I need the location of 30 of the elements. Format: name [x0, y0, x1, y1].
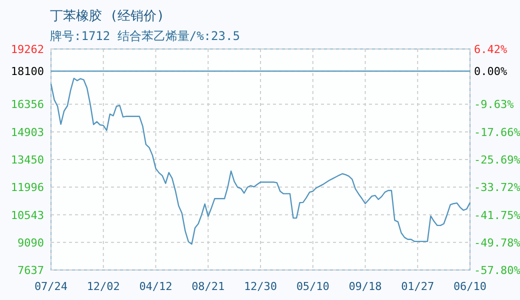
y-tick-label: 7637: [18, 264, 44, 277]
y2-tick-label: -9.63%: [474, 98, 514, 112]
x-tick-label: 04/12: [139, 280, 172, 293]
chart-title: 丁苯橡胶 (经销价): [50, 9, 164, 24]
y2-tick-label: -49.78%: [474, 236, 520, 250]
x-tick-label: 12/02: [86, 280, 120, 293]
x-tick-label: 06/10: [453, 280, 487, 293]
x-tick-label: 08/21: [192, 280, 225, 293]
y-tick-label: 14903: [10, 126, 44, 139]
y2-tick-label: 6.42%: [474, 43, 508, 56]
y2-tick-label: 0.00%: [474, 65, 508, 78]
line-series: [50, 78, 471, 245]
chart-subtitle: 牌号:1712 结合苯乙烯量/%:23.5: [50, 29, 240, 43]
y-tick-label: 10543: [10, 208, 44, 222]
y2-tick-label: -25.69%: [474, 154, 520, 166]
y2-tick-label: -17.66%: [474, 126, 520, 139]
x-tick-label: 12/30: [244, 280, 278, 293]
x-tick-label: 01/27: [401, 280, 434, 293]
y-tick-label: 13450: [10, 153, 44, 166]
y-tick-label: 19262: [10, 43, 44, 56]
y-tick-label: 11996: [10, 181, 44, 194]
x-tick-label: 05/10: [296, 280, 330, 293]
y-tick-label: 16356: [10, 98, 44, 112]
y-tick-label: 9090: [18, 236, 44, 250]
x-tick-label: 09/18: [348, 280, 382, 293]
y2-tick-label: -33.72%: [474, 181, 520, 194]
y-tick-label: 18100: [10, 65, 44, 78]
y2-tick-label: -41.75%: [474, 208, 520, 222]
x-tick-label: 07/24: [34, 280, 68, 293]
y2-tick-label: -57.80%: [474, 264, 520, 277]
